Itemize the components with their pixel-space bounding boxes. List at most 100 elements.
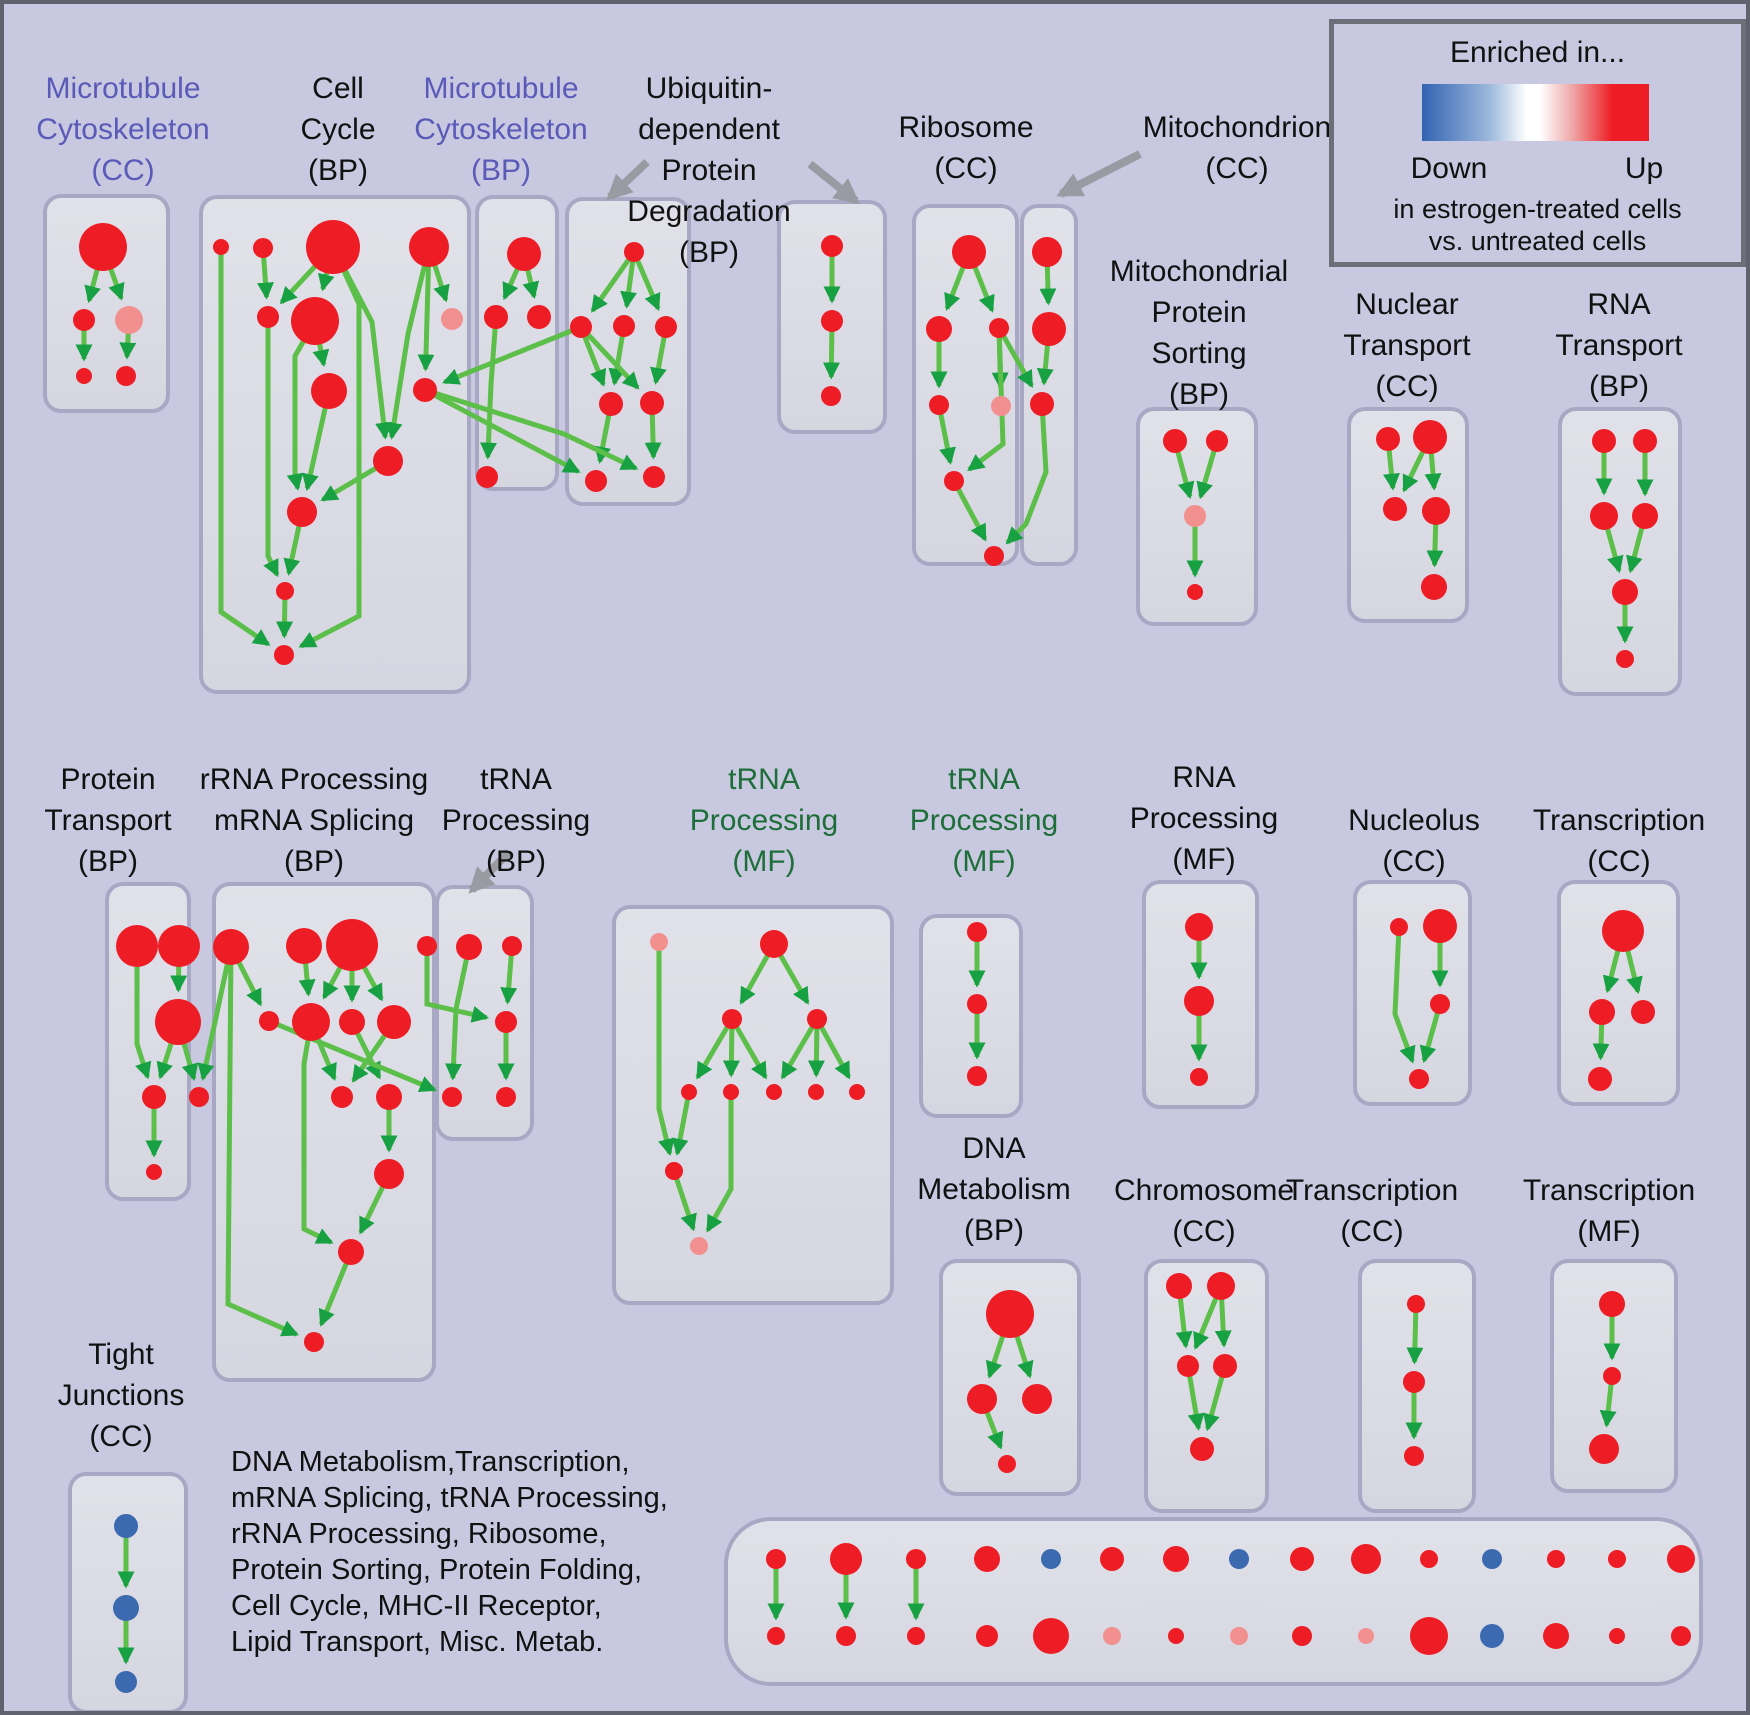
go-term-node (1413, 420, 1447, 454)
go-term-node (1667, 1545, 1695, 1573)
go-term-node (906, 1549, 926, 1569)
go-term-node (643, 466, 665, 488)
trna-processing-mf-1-label: tRNA Processing (MF) (689, 763, 839, 878)
go-term-node (650, 933, 668, 951)
group-box-rna-transport (1558, 407, 1682, 696)
go-term-node (456, 934, 482, 960)
go-term-node (1103, 1627, 1121, 1645)
go-term-node (821, 235, 843, 257)
legend-subtitle-line1: in estrogen-treated cells (1393, 194, 1682, 224)
go-term-node (929, 395, 949, 415)
go-term-node (1612, 579, 1638, 605)
go-term-node (722, 1009, 742, 1029)
go-term-node (114, 1514, 138, 1538)
go-term-node (409, 227, 449, 267)
transcription-cc-1-label: Transcription (CC) (1532, 804, 1706, 878)
go-term-node (441, 308, 463, 330)
hierarchy-edge (695, 1017, 735, 1080)
go-term-node (821, 386, 841, 406)
hierarchy-edge (479, 316, 499, 460)
go-term-node (849, 1084, 865, 1100)
group-box-misc-terms (724, 1517, 1703, 1686)
go-term-node (723, 1084, 739, 1100)
go-term-node (1022, 1384, 1052, 1414)
go-term-node (1543, 1623, 1569, 1649)
go-term-node (974, 1546, 1000, 1572)
go-term-node (115, 1671, 137, 1693)
hierarchy-edge (424, 387, 639, 471)
tight-junctions-label: Tight Junctions (CC) (57, 1338, 185, 1453)
hierarchy-edge (134, 946, 152, 1080)
go-term-node (1671, 1626, 1691, 1646)
go-term-node (116, 925, 158, 967)
go-term-node (991, 396, 1011, 416)
go-term-node (73, 309, 95, 331)
hierarchy-edge (814, 1017, 852, 1080)
go-term-node (1588, 1067, 1612, 1091)
go-term-node (287, 497, 317, 527)
dna-metabolism-label: DNA Metabolism (BP) (917, 1132, 1071, 1247)
go-term-node (113, 1595, 139, 1621)
go-term-node (1383, 497, 1407, 521)
go-term-node (989, 318, 1009, 338)
hierarchy-edge (1406, 1303, 1424, 1365)
go-term-node (146, 1164, 162, 1180)
go-term-node (338, 1239, 364, 1265)
go-term-node (1190, 1437, 1214, 1461)
go-term-node (1599, 1291, 1625, 1317)
hierarchy-edge (417, 246, 435, 372)
go-term-node (1420, 1550, 1438, 1568)
go-term-node (259, 1011, 279, 1031)
go-term-node (1206, 430, 1228, 452)
go-term-node (276, 582, 294, 600)
go-term-node (1482, 1549, 1502, 1569)
group-box-dna-metabolism (939, 1259, 1081, 1496)
go-term-node (476, 466, 498, 488)
go-term-node (1187, 584, 1203, 600)
go-term-node (158, 925, 200, 967)
go-term-node (413, 378, 437, 402)
go-term-node (690, 1237, 708, 1255)
go-term-node (599, 392, 623, 416)
go-term-node (1185, 913, 1213, 941)
go-term-node (1100, 1547, 1124, 1571)
go-term-node (286, 928, 322, 964)
label-pointer-arrow (606, 159, 650, 201)
go-term-node (1421, 574, 1447, 600)
label-pointer-arrow (807, 160, 860, 205)
hierarchy-edge (263, 317, 280, 578)
hierarchy-edge (298, 245, 362, 649)
go-term-node (1547, 1550, 1565, 1568)
hierarchy-edge (631, 251, 661, 311)
go-term-node (304, 1332, 324, 1352)
go-term-node (1041, 1549, 1061, 1569)
go-term-node (1632, 503, 1658, 529)
hierarchy-edge (590, 250, 637, 313)
hierarchy-edge (729, 1017, 768, 1080)
go-term-node (926, 316, 952, 342)
go-term-node (1410, 1617, 1448, 1655)
go-term-node (944, 471, 964, 491)
go-term-node (1358, 1628, 1374, 1644)
mitochondrial-protein-sorting-label: Mitochondrial Protein Sorting (BP) (1109, 255, 1289, 411)
go-term-node (1213, 1354, 1237, 1378)
go-term-node (1608, 1550, 1626, 1568)
go-term-node (830, 1543, 862, 1575)
go-term-node (1290, 1547, 1314, 1571)
go-term-node (142, 1085, 166, 1109)
go-term-node (1631, 1000, 1655, 1024)
go-term-node (306, 220, 360, 274)
go-term-node (1480, 1624, 1504, 1648)
go-term-node (1376, 427, 1400, 451)
go-term-node (331, 1086, 353, 1108)
go-term-node (1409, 1069, 1429, 1089)
go-term-node (766, 1084, 782, 1100)
go-term-node (76, 368, 92, 384)
go-term-node (984, 546, 1004, 566)
go-term-node (417, 936, 437, 956)
go-term-node (1390, 918, 1408, 936)
go-term-node (311, 373, 347, 409)
group-box-nuclear-transport (1347, 407, 1469, 623)
nuclear-transport-label: Nuclear Transport (CC) (1343, 288, 1471, 403)
go-term-node (976, 1625, 998, 1647)
